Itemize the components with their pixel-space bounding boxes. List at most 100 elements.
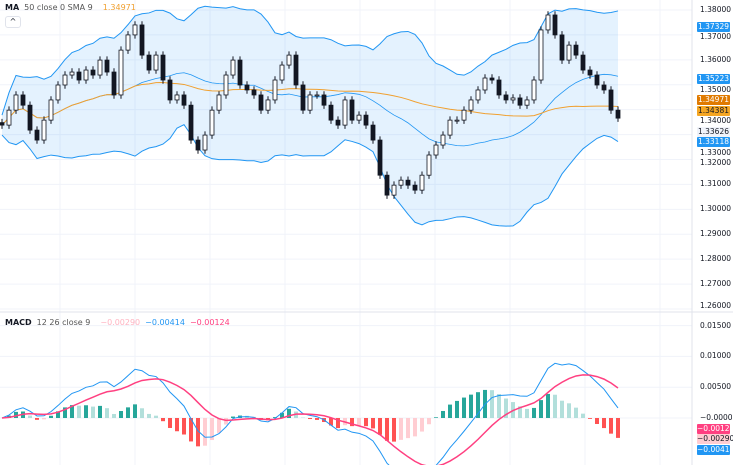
- macd-histogram-bar: [28, 415, 32, 418]
- macd-histogram-bar: [217, 418, 221, 433]
- macd-histogram-bar: [287, 408, 291, 418]
- candle-body: [90, 69, 96, 76]
- macd-histogram-bar: [532, 407, 536, 418]
- macd-tick-label: 0.01500: [700, 320, 732, 330]
- candle-body: [181, 94, 187, 106]
- macd-histogram-bar: [476, 392, 480, 418]
- macd-histogram-bar: [581, 413, 585, 418]
- candle-body: [594, 74, 600, 86]
- candle-body: [608, 89, 614, 111]
- price-tick-label: 1.34000: [700, 116, 732, 126]
- candle-body: [160, 54, 166, 81]
- macd-histogram-bar: [357, 418, 361, 426]
- macd-histogram-bar: [588, 418, 592, 419]
- candle-body: [335, 119, 341, 126]
- macd-histogram-bar: [133, 404, 137, 418]
- candle-body: [489, 77, 495, 81]
- candle-body: [566, 44, 572, 61]
- macd-histogram-bar: [371, 418, 375, 429]
- price-tick-label: 1.36000: [700, 54, 732, 64]
- candle-body: [370, 124, 376, 141]
- candle-body: [307, 94, 313, 111]
- macd-histogram-bar: [525, 408, 529, 418]
- macd-histogram-bar: [112, 413, 116, 418]
- macd-histogram-bar: [413, 418, 417, 437]
- candle-body: [76, 71, 82, 81]
- candle-body: [377, 139, 383, 176]
- bollinger-lower: [1, 124, 619, 227]
- candle-body: [468, 99, 474, 111]
- macd-histogram-bar: [49, 415, 53, 418]
- collapse-legend-button[interactable]: ^: [5, 16, 21, 28]
- macd-histogram-bar: [504, 398, 508, 418]
- candle-body: [398, 179, 404, 186]
- macd-histogram-bar: [315, 418, 319, 420]
- macd-histogram-bar: [378, 418, 382, 435]
- legend-ma-params: 50 close 0 SMA 9: [24, 3, 93, 12]
- candle-body: [384, 174, 390, 196]
- candle-body: [272, 79, 278, 101]
- candle-body: [62, 74, 68, 86]
- macd-histogram-bar: [203, 418, 207, 446]
- price-tick-label: 1.31000: [700, 179, 732, 189]
- macd-legend: MACD 12 26 close 9 −0.00290 −0.00414 −0.0012…: [5, 318, 235, 328]
- macd-tag: −0.00290: [697, 434, 733, 444]
- candle-body: [153, 54, 159, 71]
- macd-histogram-bar: [364, 418, 368, 427]
- price-tick-label: 1.27000: [700, 279, 732, 289]
- legend-macd-macd: −0.00414: [145, 318, 185, 327]
- macd-histogram-bar: [455, 400, 459, 418]
- price-tick-label: 1.30000: [700, 204, 732, 214]
- legend-macd-hist: −0.00290: [100, 318, 141, 327]
- candle-body: [244, 84, 250, 91]
- price-tick-label: 1.29000: [700, 229, 732, 239]
- candle-body: [580, 54, 586, 71]
- macd-histogram-bar: [602, 418, 606, 429]
- candle-body: [174, 94, 180, 101]
- macd-histogram-bar: [175, 418, 179, 432]
- candle-body: [475, 89, 481, 101]
- macd-histogram-bar: [231, 416, 235, 418]
- macd-histogram-bar: [392, 418, 396, 442]
- price-tag: 1.37329: [697, 21, 730, 32]
- candle-body: [111, 71, 117, 96]
- candle-body: [426, 154, 432, 176]
- candle-body: [132, 24, 138, 36]
- price-tick-label: 1.35000: [700, 84, 732, 94]
- candle-body: [363, 114, 369, 126]
- candle-body: [20, 94, 26, 106]
- candle-body: [412, 184, 418, 191]
- macd-histogram-bar: [154, 415, 158, 418]
- price-tick-label: 1.26000: [700, 301, 732, 310]
- price-tick-label: 1.37000: [700, 32, 732, 42]
- candle-body: [328, 104, 334, 121]
- ma-line: [1, 82, 619, 126]
- candle-body: [454, 119, 460, 122]
- macd-histogram-bar: [182, 418, 186, 435]
- macd-histogram-bar: [84, 405, 88, 418]
- candle-body: [440, 134, 446, 146]
- legend-macd-signal: −0.00124: [189, 318, 230, 327]
- macd-histogram-bar: [329, 418, 333, 426]
- candle-body: [517, 97, 523, 106]
- candle-body: [27, 104, 33, 131]
- macd-histogram-bar: [441, 410, 445, 418]
- macd-histogram-bar: [98, 405, 102, 418]
- macd-histogram-bar: [280, 412, 284, 418]
- candle-body: [251, 89, 257, 96]
- macd-histogram-bar: [91, 406, 95, 418]
- macd-tag: −0.00124: [697, 423, 733, 434]
- legend-macd-params: 12 26 close 9: [36, 318, 91, 327]
- price-tag: 1.33626: [697, 126, 730, 137]
- candle-body: [118, 49, 124, 96]
- candle-body: [41, 119, 47, 141]
- candle-body: [216, 94, 222, 111]
- candle-body: [433, 144, 439, 156]
- macd-histogram-bar: [518, 406, 522, 418]
- macd-histogram-bar: [210, 418, 214, 441]
- macd-histogram-bar: [189, 418, 193, 442]
- candle-body: [146, 54, 152, 71]
- macd-tick-label: 0.01000: [700, 351, 732, 361]
